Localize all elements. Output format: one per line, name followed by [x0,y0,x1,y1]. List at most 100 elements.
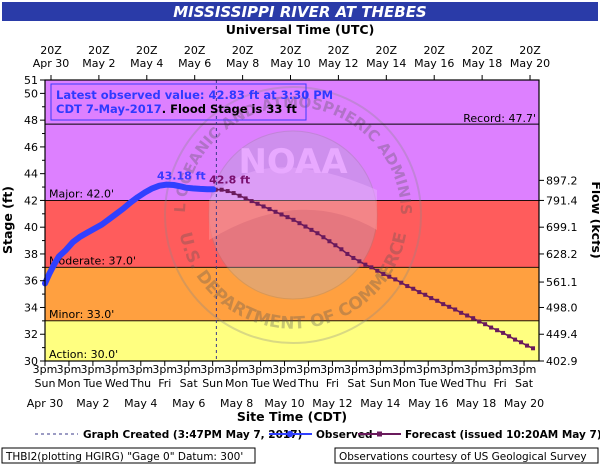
x-top-tick-time: 20Z [280,44,302,57]
x-top-tick-time: 20Z [376,44,398,57]
forecast-point [249,199,254,204]
x-bottom-tick-day: Sun [370,377,391,390]
forecast-point [231,191,236,196]
x-bottom-tick-day: Sat [515,377,534,390]
observed-series [42,181,217,287]
x-bottom-tick-day: Tue [418,377,438,390]
x-bottom-tick-time: 3pm [105,363,130,376]
forecast-point [387,274,392,279]
forecast-point [237,193,242,198]
y2-tick-label: 628.2 [546,248,578,261]
x-bottom-tick-time: 3pm [392,363,417,376]
flood-zone-moderate [45,200,539,268]
x-bottom-tick-day: Tue [250,377,270,390]
forecast-point [495,328,500,333]
x-bottom-tick-time: 3pm [81,363,106,376]
legend-observed-marker [286,430,294,438]
seal-gull-shape [209,167,377,240]
footer-right-box [334,447,599,464]
x-bottom-tick-date: May 8 [220,397,253,410]
x-bottom-tick-day: Mon [57,377,80,390]
x-top-tick-date: May 6 [178,57,211,70]
forecast-point [279,212,284,217]
flood-zone-action [45,320,539,361]
x-bottom-tick-day: Tue [83,377,103,390]
y-tick-label: 36 [24,275,38,288]
x-top-tick-time: 20Z [328,44,350,57]
forecast-point [309,227,314,232]
x-top-tick-date: May 14 [366,57,406,70]
x-bottom-tick-time: 3pm [200,363,225,376]
y-tick-label: 48 [24,114,38,127]
forecast-point [243,196,248,201]
x-bottom-tick-date: May 10 [264,397,304,410]
flood-zone-minor [45,267,539,321]
observed-point [114,211,119,217]
x-bottom-tick-time: 3pm [33,363,58,376]
footer-right-text: Observations courtesy of US Geological S… [339,451,587,463]
x-bottom-tick-time: 3pm [464,363,489,376]
forecast-point [393,277,398,282]
x-bottom-tick-day: Thu [129,377,151,390]
x-top-tick-date: May 10 [270,57,310,70]
forecast-point [363,262,368,267]
forecast-point [327,239,332,244]
y-tick-label: 50 [24,87,38,100]
x-bottom-tick-date: Apr 30 [27,397,64,410]
flood-zone-label-minor: Minor: 33.0' [49,308,114,321]
legend: Graph Created (3:47PM May 7, 2017) Obser… [35,429,600,441]
x-bottom-tick-date: May 18 [456,397,496,410]
observed-point [106,216,112,222]
observed-point [190,186,196,191]
forecast-point [261,204,266,209]
info-box-flood-stage: . Flood Stage is 33 ft [162,102,298,116]
x-top-tick-date: May 16 [414,57,454,70]
x-top-tick-time: 20Z [519,44,541,57]
x-bottom-tick-time: 3pm [368,363,393,376]
x-top-tick-time: 20Z [136,44,158,57]
forecast-point [417,290,422,295]
peak-forecast-label: 42.8 ft [209,174,250,187]
forecast-point [267,207,272,212]
x-bottom-tick-time: 3pm [176,363,201,376]
y-tick-label: 40 [24,221,38,234]
x-bottom-tick-day: Sun [202,377,223,390]
x-top-tick-date: May 12 [318,57,358,70]
x-bottom-tick-time: 3pm [224,363,249,376]
x-top-tick-date: May 2 [82,57,115,70]
legend-forecast-marker [377,431,382,437]
x-top-tick-time: 20Z [184,44,206,57]
x-bottom-tick-date: May 20 [504,397,544,410]
forecast-point [477,319,482,324]
x-bottom-tick-day: Sat [180,377,199,390]
seal-inner-disc [208,130,378,300]
forecast-point [375,268,380,273]
x-bottom-tick-date: May 4 [124,397,157,410]
forecast-point [369,265,374,270]
x-top-tick-date: May 8 [226,57,259,70]
forecast-point [471,316,476,321]
y2-axis-title: Flow (kcfs) [589,181,600,258]
x-bottom-tick-time: 3pm [440,363,465,376]
y-tick-label: 30 [24,355,38,368]
forecast-point [333,243,338,248]
observed-point [63,247,69,253]
forecast-point [219,187,224,192]
observed-point [197,186,203,192]
y2-tick-label: 791.4 [546,194,578,207]
x-bottom-tick-day: Wed [440,377,464,390]
x-bottom-tick-time: 3pm [128,363,153,376]
y-tick-label: 46 [24,141,38,154]
x-bottom-tick-time: 3pm [416,363,441,376]
record-line: Record: 47.7' [45,112,539,125]
y2-tick-label: 449.4 [546,328,578,341]
observed-point [135,194,141,200]
legend-graph-created-label: Graph Created (3:47PM May 7, 2017) [83,429,302,441]
x-top-tick-time: 20Z [40,44,62,57]
forecast-point [315,231,320,236]
forecast-point [339,247,344,252]
forecast-point [435,298,440,303]
x-bottom-tick-time: 3pm [512,363,537,376]
